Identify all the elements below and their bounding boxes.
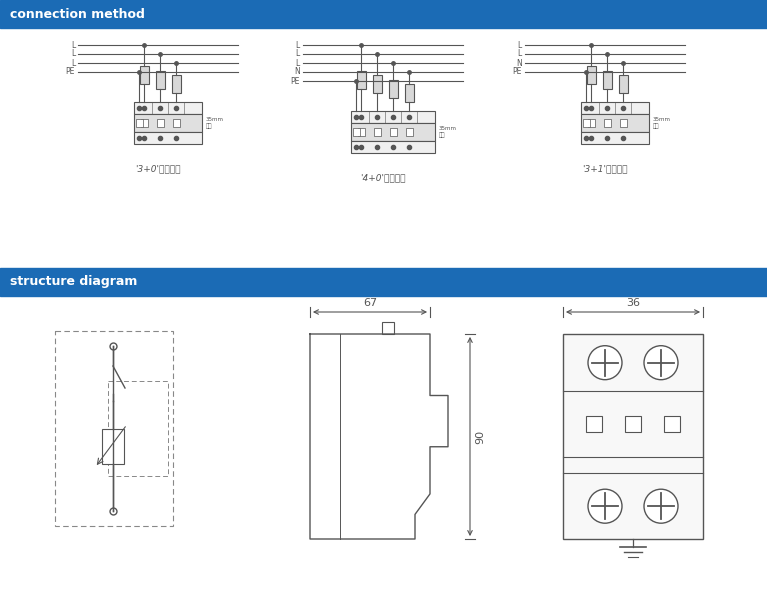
Bar [140, 66, 149, 84]
Circle shape [588, 489, 622, 524]
Text: L: L [518, 50, 522, 58]
Bar [390, 128, 397, 136]
Bar [389, 80, 397, 97]
Bar [404, 84, 413, 102]
Bar [582, 119, 590, 127]
Text: L: L [71, 40, 75, 50]
Bar [108, 381, 168, 476]
Bar [581, 114, 649, 132]
Text: connection method: connection method [10, 7, 145, 20]
Bar [603, 70, 611, 88]
Bar [134, 114, 202, 132]
Text: 90: 90 [475, 430, 485, 444]
Text: 35mm
導轨: 35mm 導轨 [206, 117, 224, 129]
Bar [587, 66, 595, 84]
Text: PE: PE [66, 67, 75, 77]
Bar [351, 141, 435, 153]
Text: PE: PE [291, 77, 300, 85]
Bar [357, 128, 364, 136]
Text: L: L [296, 50, 300, 58]
Bar [134, 102, 202, 114]
Bar [620, 119, 627, 127]
Text: 67: 67 [363, 298, 377, 308]
Bar [581, 132, 649, 144]
Text: N: N [516, 58, 522, 67]
Text: '3+1'接线方式: '3+1'接线方式 [582, 164, 627, 173]
Bar [0, 268, 767, 296]
Bar [588, 119, 594, 127]
Text: 35mm
導轨: 35mm 導轨 [653, 117, 671, 129]
Bar [406, 128, 413, 136]
Circle shape [644, 346, 678, 379]
Bar [172, 75, 180, 93]
Bar [373, 75, 381, 93]
Bar [625, 416, 641, 432]
Text: N: N [295, 67, 300, 77]
Bar [563, 334, 703, 539]
Bar [374, 128, 380, 136]
Text: 36: 36 [626, 298, 640, 308]
Bar [353, 128, 360, 136]
Circle shape [644, 489, 678, 524]
Text: L: L [518, 40, 522, 50]
Bar [581, 102, 649, 114]
Text: 35mm
導轨: 35mm 導轨 [439, 126, 457, 138]
Text: structure diagram: structure diagram [10, 275, 137, 289]
Text: L: L [71, 50, 75, 58]
Bar [664, 416, 680, 432]
Text: L: L [296, 40, 300, 50]
Text: '4+0'接线方式: '4+0'接线方式 [360, 173, 406, 182]
Bar [351, 123, 435, 141]
Bar [156, 70, 164, 88]
Bar [618, 75, 627, 93]
Circle shape [588, 346, 622, 379]
Text: '3+0'接线方式: '3+0'接线方式 [135, 164, 181, 173]
Bar [0, 0, 767, 28]
Text: L: L [296, 58, 300, 67]
Text: L: L [71, 58, 75, 67]
Bar [156, 119, 163, 127]
Bar [382, 322, 394, 334]
Bar [134, 132, 202, 144]
Bar [136, 119, 143, 127]
Bar [351, 111, 435, 123]
Bar [55, 331, 173, 526]
Bar [357, 70, 366, 88]
Bar [173, 119, 179, 127]
Bar [140, 119, 147, 127]
Bar [604, 119, 611, 127]
Text: PE: PE [512, 67, 522, 77]
Bar [586, 416, 602, 432]
Bar [102, 428, 124, 463]
